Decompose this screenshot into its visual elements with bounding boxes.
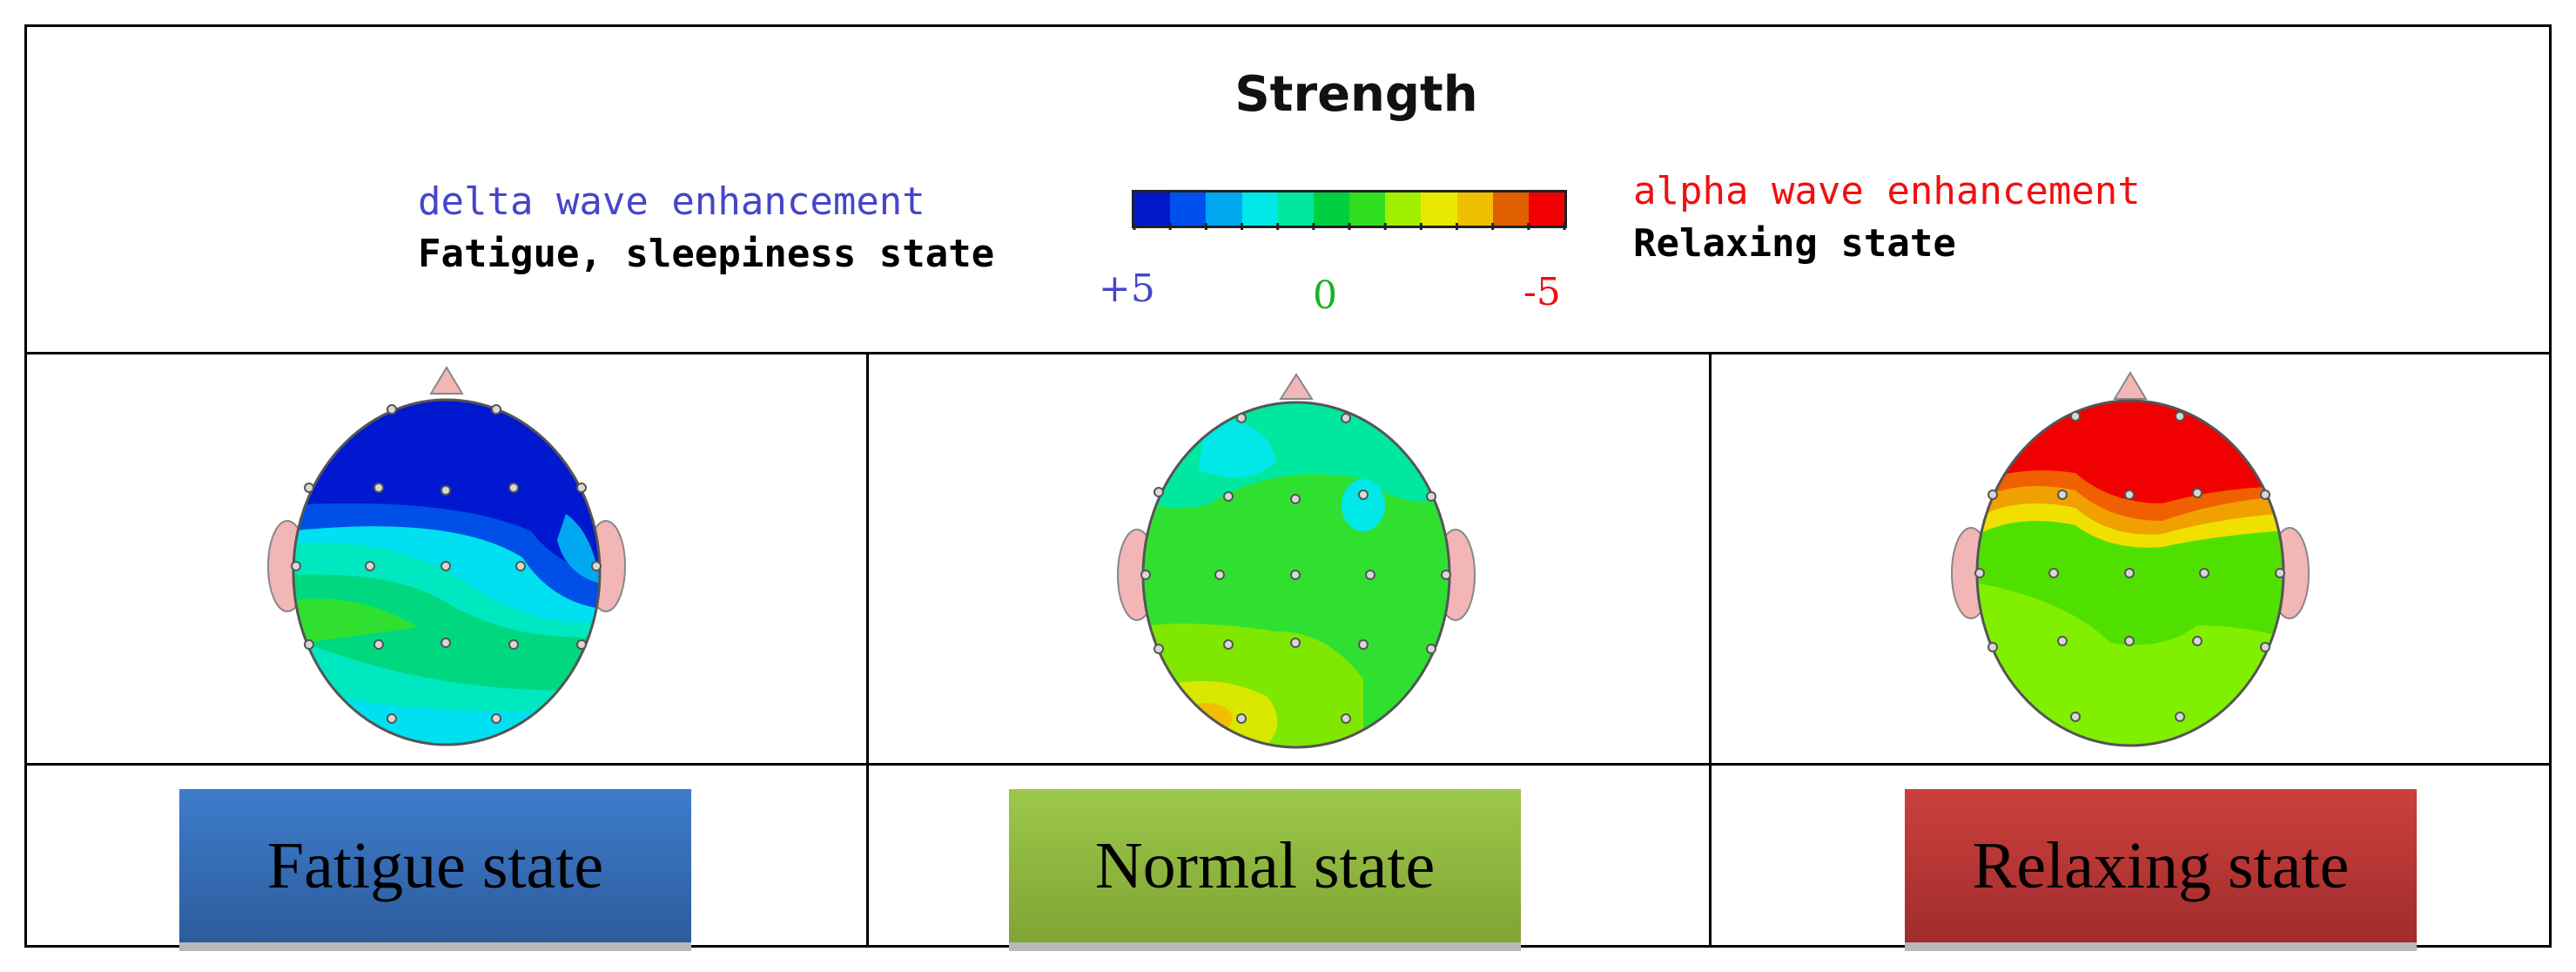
topomap-fatigue <box>267 366 626 746</box>
fatigue-description: Fatigue, sleepiness state <box>418 232 995 276</box>
nose-icon <box>429 366 464 395</box>
normal-state-label: Normal state <box>1009 789 1521 951</box>
topomap-relaxing <box>1951 371 2310 747</box>
scale-max-label: -5 <box>1523 270 1561 314</box>
divider-legend <box>24 352 2552 354</box>
electrode-dots <box>1140 413 1451 724</box>
colorbar-segment <box>1492 192 1529 226</box>
relaxing-description: Relaxing state <box>1633 221 1956 266</box>
colorbar-ticks <box>1133 223 1566 230</box>
column-divider-1 <box>866 352 869 948</box>
relaxing-state-label: Relaxing state <box>1905 789 2417 951</box>
colorbar-segment <box>1170 192 1207 226</box>
nose-icon <box>1279 373 1314 400</box>
colorbar-segment <box>1241 192 1278 226</box>
colorbar-segment <box>1456 192 1493 226</box>
legend-title: Strength <box>1234 66 1478 123</box>
colorbar-segment <box>1313 192 1350 226</box>
electrode-dots <box>1974 411 2285 722</box>
scale-min-label: +5 <box>1099 267 1155 311</box>
colorbar-segment <box>1134 192 1171 226</box>
delta-label: delta wave enhancement <box>418 179 925 224</box>
colorbar-segment <box>1277 192 1314 226</box>
column-divider-2 <box>1709 352 1712 948</box>
electrode-dots <box>291 404 602 724</box>
strength-colorbar <box>1132 190 1567 228</box>
scale-mid-label: 0 <box>1313 273 1337 318</box>
topomap-normal <box>1117 373 1476 749</box>
alpha-label: alpha wave enhancement <box>1633 169 2141 213</box>
colorbar-segment <box>1528 192 1565 226</box>
colorbar-segment <box>1206 192 1242 226</box>
colorbar-segment <box>1349 192 1386 226</box>
fatigue-state-label: Fatigue state <box>179 789 691 951</box>
colorbar-segment <box>1421 192 1457 226</box>
divider-labels <box>24 763 2552 766</box>
nose-icon <box>2113 371 2148 400</box>
colorbar-segment <box>1385 192 1422 226</box>
